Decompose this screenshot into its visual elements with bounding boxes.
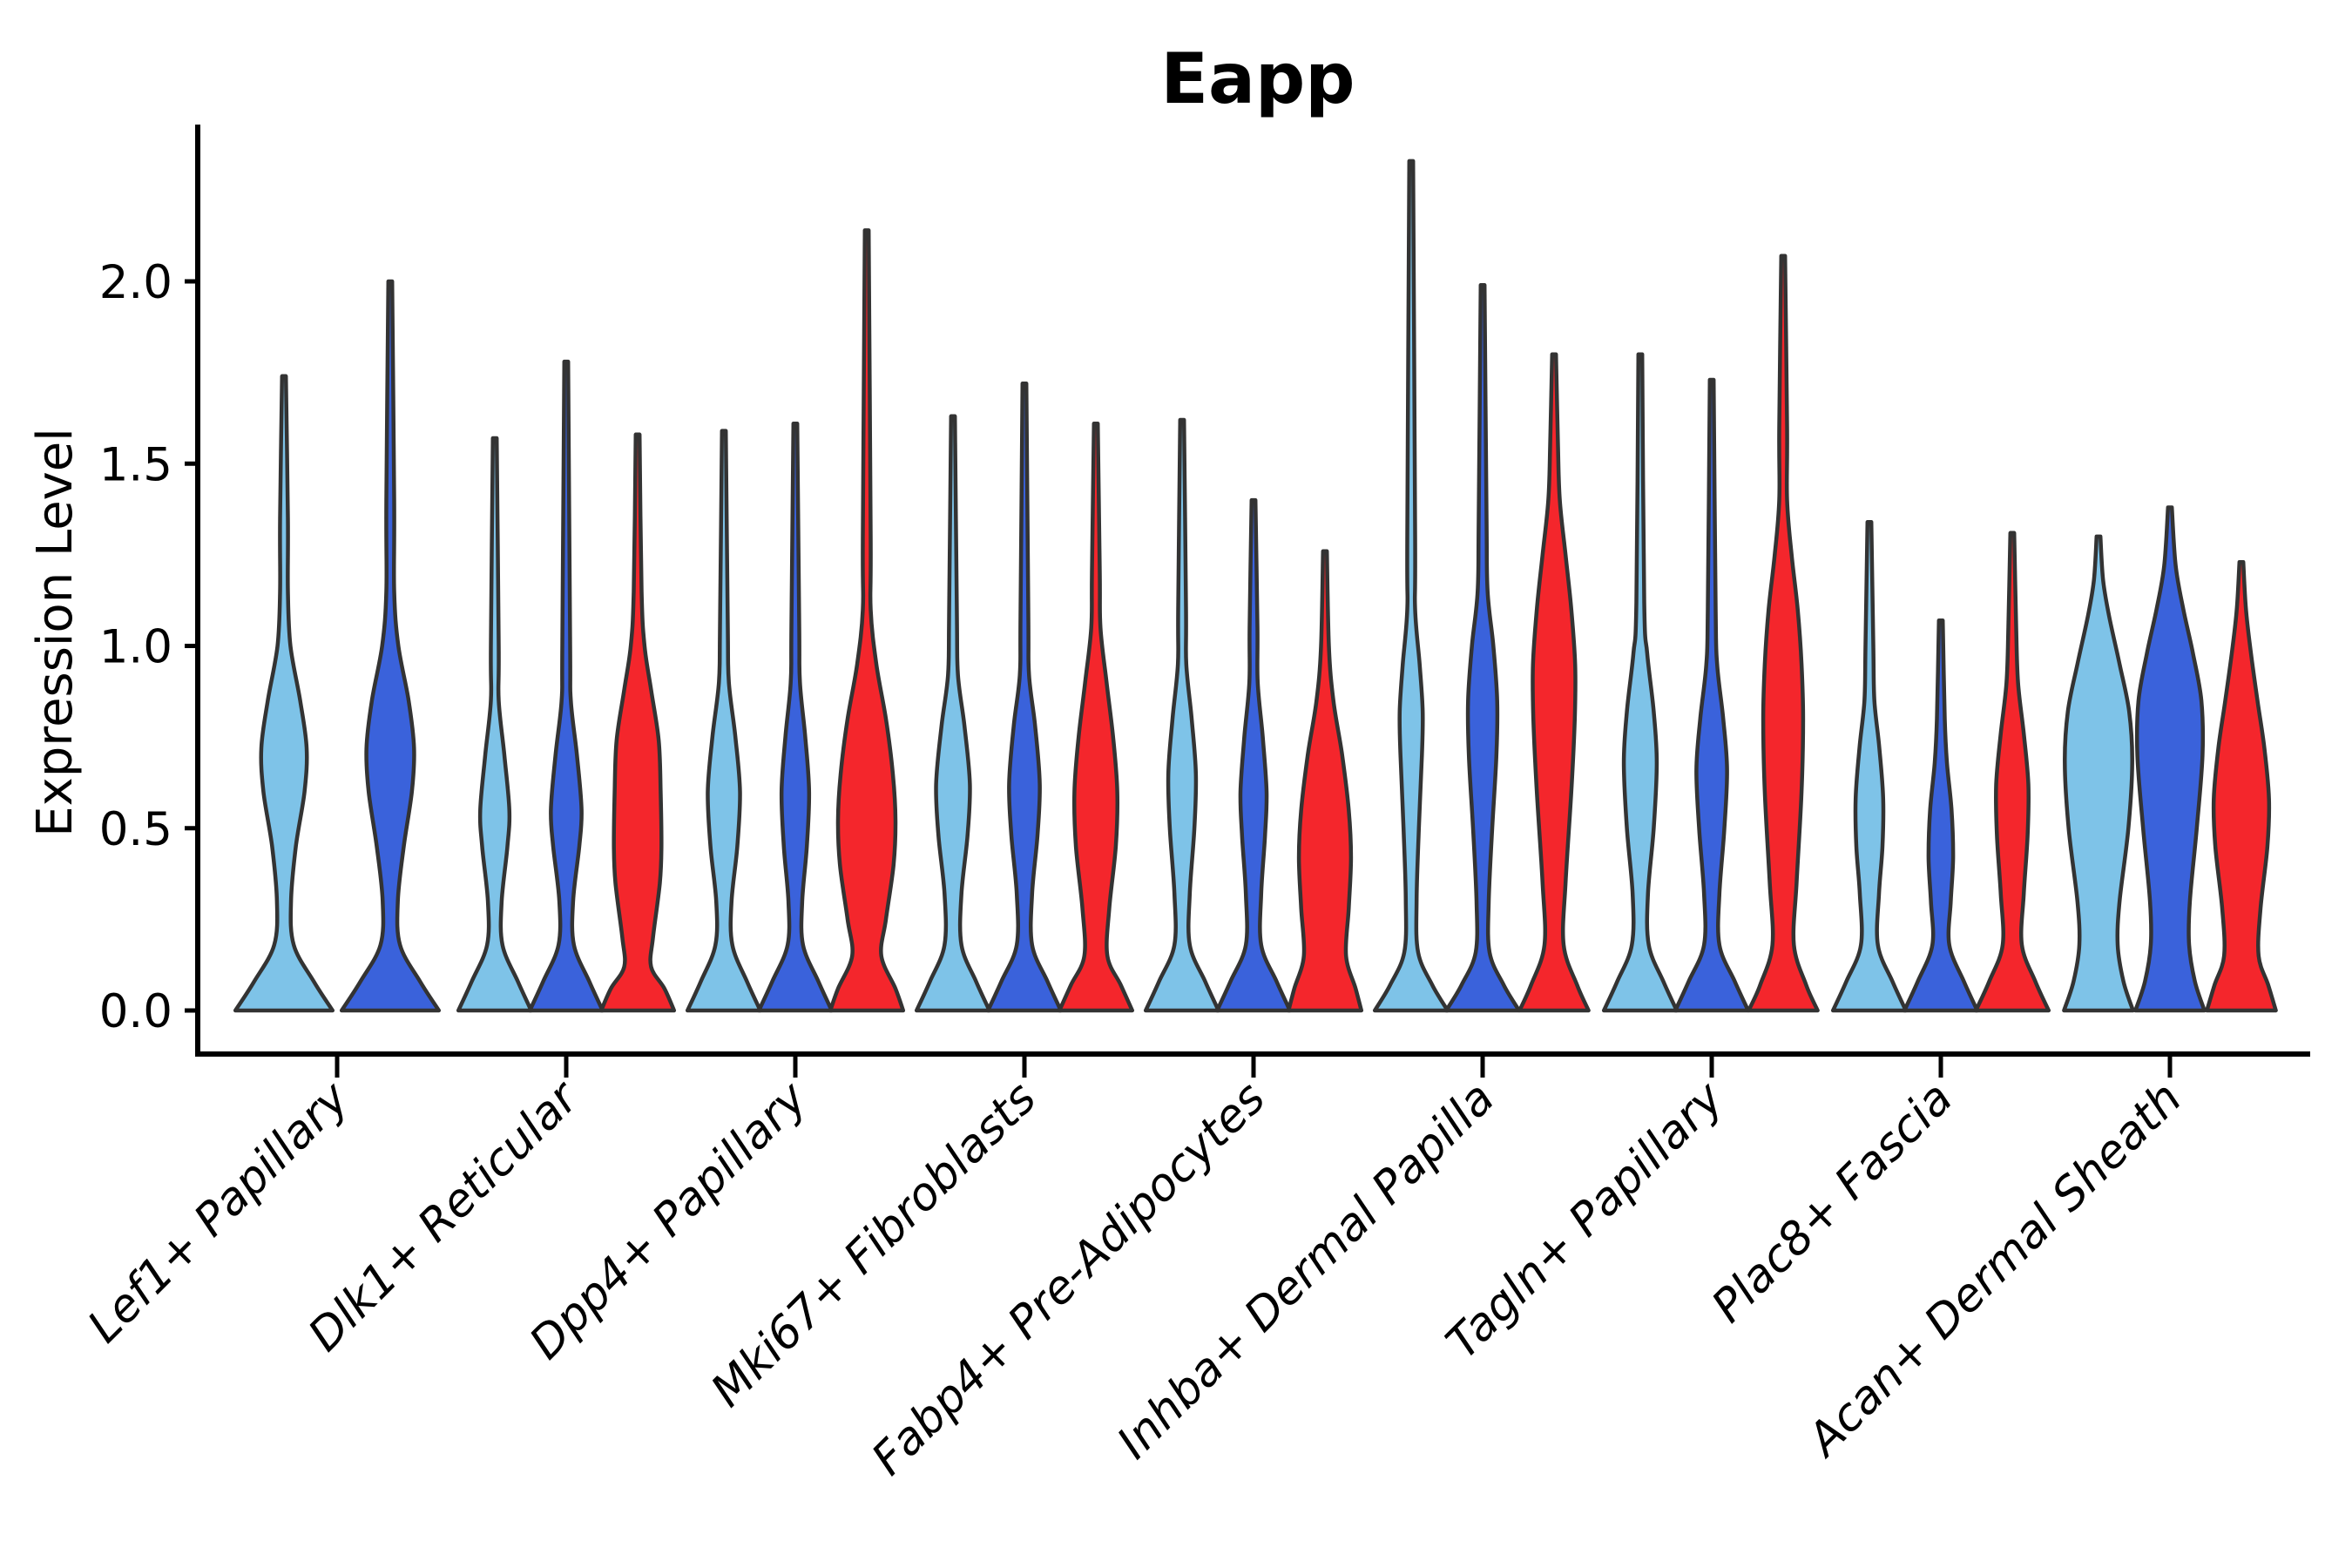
x-tick-label: Inhba+ Dermal Papilla — [1107, 1072, 1504, 1470]
violin — [985, 381, 1064, 1013]
violin — [233, 374, 335, 1013]
violin — [598, 432, 677, 1013]
y-tick-label: 1.5 — [99, 438, 172, 491]
violin — [1601, 352, 1680, 1013]
ticks-layer — [185, 279, 2173, 1078]
x-tick-label: Fabp4+ Pre-Adipocytes — [862, 1072, 1276, 1486]
violin — [527, 359, 605, 1013]
violin — [756, 421, 835, 1013]
violins-layer — [233, 159, 2278, 1013]
violin — [1443, 282, 1522, 1013]
violin — [456, 436, 534, 1013]
violin — [1830, 519, 1909, 1013]
violin — [914, 414, 992, 1013]
violin — [1517, 352, 1591, 1013]
x-tick-label: Plac8+ Fascia — [1702, 1072, 1963, 1333]
violin — [685, 429, 763, 1013]
y-tick-label: 0.0 — [99, 985, 172, 1038]
violin — [1286, 549, 1364, 1013]
y-tick-label: 2.0 — [99, 256, 172, 309]
y-axis-title: Expression Level — [27, 428, 84, 837]
chart-title: Eapp — [1160, 38, 1355, 119]
violin — [1747, 253, 1820, 1013]
violin — [1057, 421, 1135, 1013]
violin — [2062, 534, 2135, 1013]
violin — [1372, 159, 1450, 1013]
violin — [1902, 618, 1980, 1013]
violin — [1673, 377, 1751, 1013]
violin — [828, 228, 906, 1013]
violin — [2205, 559, 2278, 1013]
violin — [1214, 497, 1293, 1013]
violin — [1143, 417, 1221, 1013]
y-tick-label: 0.5 — [99, 803, 172, 856]
x-tick-label: Acan+ Dermal Sheath — [1796, 1072, 2192, 1468]
violin — [339, 279, 442, 1013]
y-tick-label: 1.0 — [99, 621, 172, 674]
violin — [1973, 531, 2051, 1013]
violin — [2133, 505, 2207, 1013]
